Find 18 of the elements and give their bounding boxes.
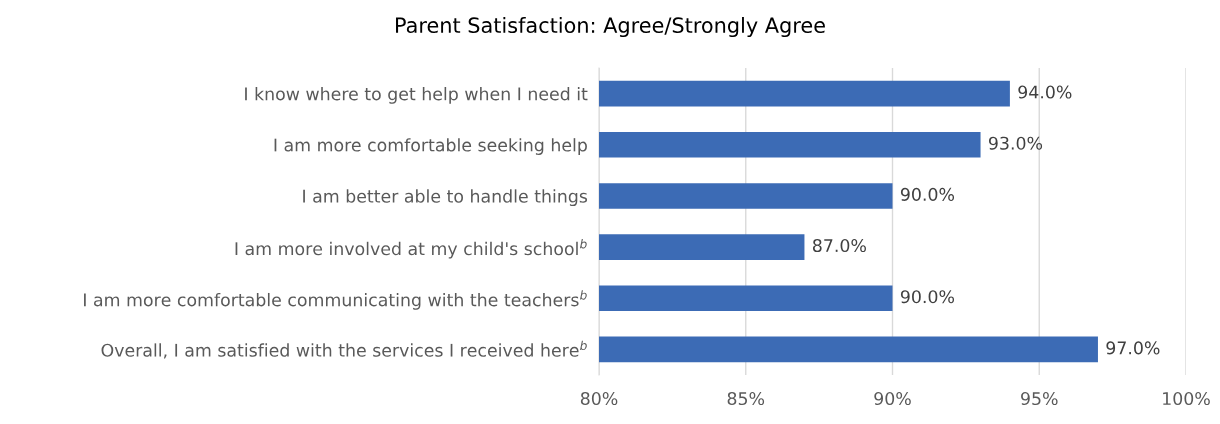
x-tick-label: 85% [727, 391, 765, 406]
y-tick-label: Overall, I am satisfied with the services I received here$^{b}$ [101, 340, 587, 359]
y-tick-label: I am more comfortable seeking help [274, 138, 587, 155]
y-tick-label: I am more comfortable communicating with the teachers$^{b}$ [84, 290, 587, 310]
y-tick-label: I know where to get help when I need it [245, 86, 588, 104]
y-tick-label: I am better able to handle things [303, 189, 588, 207]
x-tick-label: 80% [580, 391, 618, 406]
data-label: 87.0% [812, 238, 866, 253]
data-label: 97.0% [1106, 341, 1160, 355]
chart-title: Parent Satisfaction: Agree/Strongly Agree [396, 16, 825, 38]
data-label: 90.0% [900, 187, 955, 201]
x-tick-label: 95% [1021, 391, 1058, 406]
x-tick-label: 90% [874, 391, 911, 406]
data-label: 94.0% [1018, 85, 1072, 99]
data-label: 90.0% [900, 290, 955, 304]
x-tick-label: 100% [1163, 391, 1210, 406]
y-tick-label: I am more involved at my child's school$^{b}$ [235, 239, 587, 259]
data-label: 93.0% [988, 136, 1043, 150]
